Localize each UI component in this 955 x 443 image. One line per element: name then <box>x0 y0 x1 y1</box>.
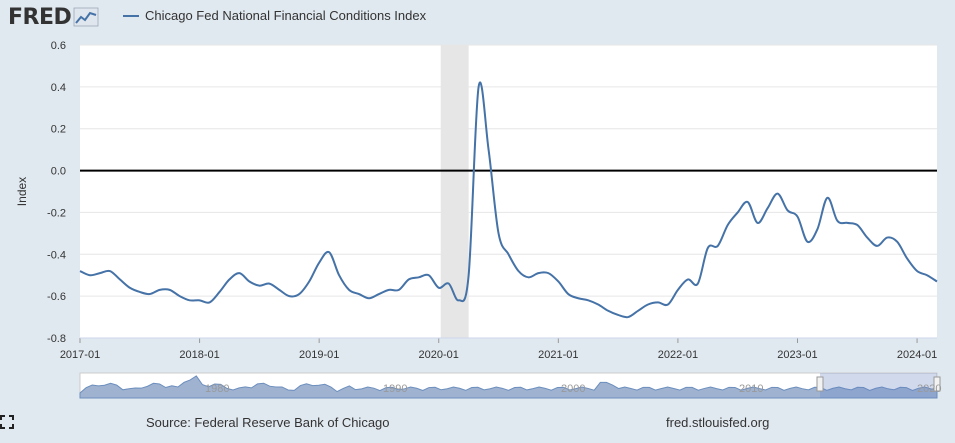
expand-icon[interactable] <box>0 415 14 429</box>
site-link[interactable]: fred.stlouisfed.org <box>666 415 770 430</box>
x-tick-label: 2017-01 <box>60 349 100 361</box>
fred-logo[interactable]: FRED <box>8 4 99 30</box>
navigator-label: 1990 <box>383 383 407 395</box>
y-tick-label: -0.2 <box>47 207 66 219</box>
x-tick-label: 2019-01 <box>299 349 339 361</box>
y-tick-label: 0.0 <box>51 166 66 178</box>
y-axis-label: Index <box>15 177 29 206</box>
navigator-label: 2010 <box>739 383 763 395</box>
y-tick-label: -0.8 <box>47 333 66 345</box>
navigator-label: 1980 <box>205 383 229 395</box>
y-tick-label: -0.4 <box>47 249 66 261</box>
y-tick-label: 0.6 <box>51 40 66 52</box>
navigator-label: 2000 <box>561 383 585 395</box>
source-text: Source: Federal Reserve Bank of Chicago <box>146 415 390 430</box>
navigator-label: 2020 <box>917 383 941 395</box>
y-tick-label: -0.6 <box>47 291 66 303</box>
x-tick-label: 2024-01 <box>897 349 937 361</box>
brand-text: FRED <box>8 4 72 30</box>
x-tick-label: 2021-01 <box>538 349 578 361</box>
line-chart-icon <box>73 7 99 27</box>
navigator-handle[interactable] <box>933 376 941 392</box>
x-tick-label: 2018-01 <box>179 349 219 361</box>
chart-legend[interactable]: Chicago Fed National Financial Condition… <box>123 8 426 23</box>
series-line <box>79 81 938 319</box>
plot-area <box>80 45 937 338</box>
x-tick-label: 2022-01 <box>658 349 698 361</box>
navigator[interactable]: 1980 1990 2000 2010 2020 <box>79 372 941 399</box>
y-tick-label: 0.4 <box>51 82 66 94</box>
x-tick-label: 2020-01 <box>419 349 459 361</box>
navigator-selection <box>820 373 937 398</box>
y-tick-label: 0.2 <box>51 124 66 136</box>
legend-label: Chicago Fed National Financial Condition… <box>145 8 427 23</box>
legend-swatch <box>123 14 139 17</box>
navigator-area <box>79 375 938 399</box>
x-tick-label: 2023-01 <box>777 349 817 361</box>
navigator-handle[interactable] <box>816 376 824 392</box>
recession-shade <box>440 45 469 338</box>
